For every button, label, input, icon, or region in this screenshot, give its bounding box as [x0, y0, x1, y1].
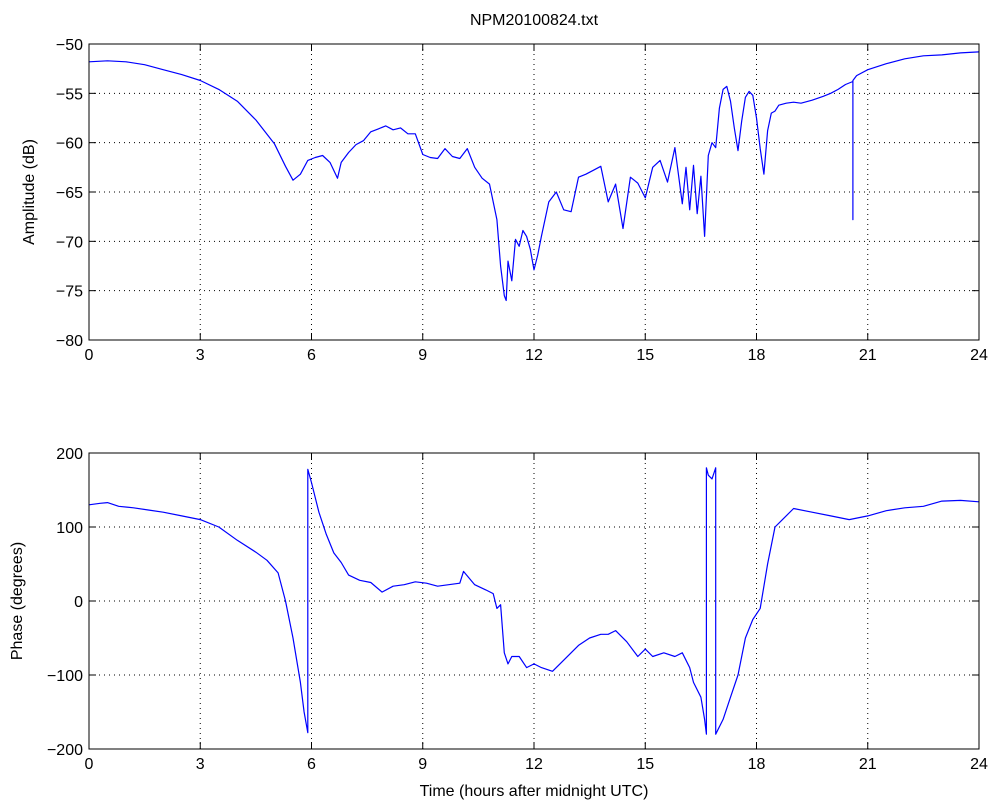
- data-series-line: [88, 467, 980, 735]
- x-tick-label: 18: [748, 347, 766, 364]
- x-tick-label: 9: [418, 756, 427, 773]
- x-tick-label: 9: [418, 347, 427, 364]
- x-tick-label: 12: [525, 347, 543, 364]
- y-tick-label: −50: [56, 37, 83, 54]
- x-tick-label: 3: [196, 756, 205, 773]
- data-series-line: [88, 51, 980, 302]
- x-tick-label: 12: [525, 756, 543, 773]
- x-tick-label: 18: [748, 756, 766, 773]
- x-tick-label: 3: [196, 347, 205, 364]
- phase-axes: 0 3 6 9 12 15 18 21 24 −200 −100 0 100 200 Phase (degr…: [9, 446, 988, 773]
- y-tick-label: −55: [56, 86, 83, 103]
- y-tick-label: −100: [47, 668, 83, 685]
- amplitude-axes: 0 3 6 9 12 15 18 21 24 −80 −75 −70 −65 −60 −55 −50 Ampli…: [21, 37, 988, 364]
- x-tick-label: 6: [307, 756, 316, 773]
- y-tick-label: −65: [56, 185, 83, 202]
- x-tick-label: 24: [970, 347, 988, 364]
- x-tick-label: 15: [636, 756, 654, 773]
- y-tick-label: −80: [56, 333, 83, 350]
- x-tick-label: 21: [859, 347, 877, 364]
- x-tick-label: 15: [636, 347, 654, 364]
- y-tick-label: −60: [56, 136, 83, 153]
- y-tick-label: −200: [47, 742, 83, 759]
- y-tick-label: −75: [56, 284, 83, 301]
- y-tick-label: −70: [56, 234, 83, 251]
- y-axis-label: Phase (degrees): [9, 542, 26, 660]
- y-tick-label: 100: [56, 520, 83, 537]
- x-tick-label: 0: [85, 347, 94, 364]
- x-axis-label: Time (hours after midnight UTC): [420, 783, 649, 800]
- x-tick-label: 21: [859, 756, 877, 773]
- x-tick-label: 24: [970, 756, 988, 773]
- x-tick-label: 0: [85, 756, 94, 773]
- y-tick-label: 200: [56, 446, 83, 463]
- x-tick-label: 6: [307, 347, 316, 364]
- y-tick-label: 0: [74, 594, 83, 611]
- y-axis-label: Amplitude (dB): [21, 139, 38, 245]
- figure-title: NPM20100824.txt: [470, 12, 599, 29]
